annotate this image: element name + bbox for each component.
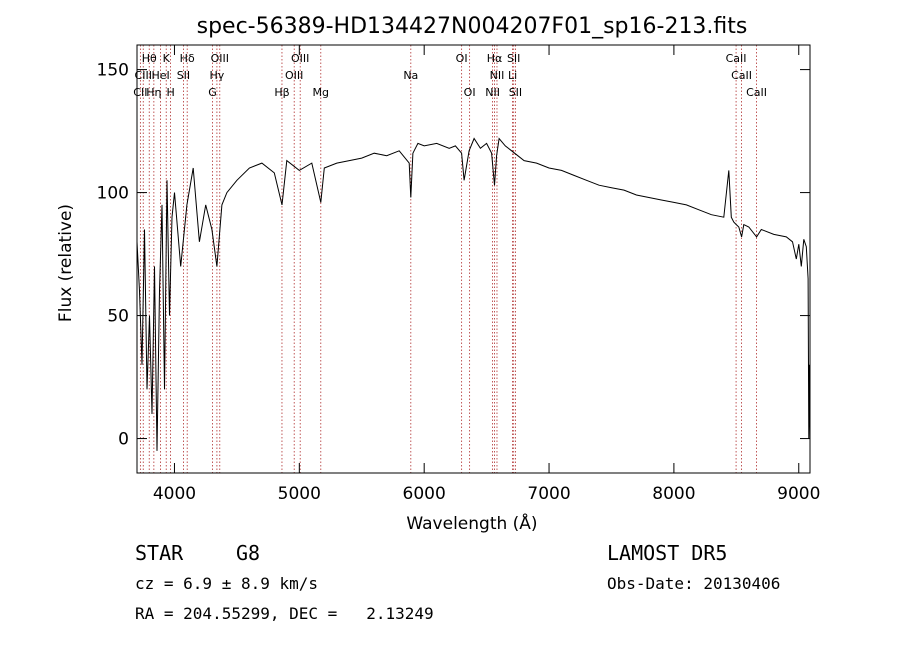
redshift-cz: cz = 6.9 ± 8.9 km/s: [135, 574, 319, 593]
spectral-line-label: CaII: [726, 52, 747, 65]
object-subclass: G8: [236, 541, 261, 565]
spectral-line-label: Hγ: [210, 69, 225, 82]
spectral-line-label: OIII: [285, 69, 303, 82]
x-axis-ticks: 4000 5000 6000 7000 8000 9000: [153, 45, 820, 504]
spectral-line-label: CaII: [746, 86, 767, 99]
y-tick-label: 0: [118, 430, 129, 450]
y-tick-label: 50: [107, 307, 129, 327]
survey-name: LAMOST DR5: [607, 541, 728, 565]
spectral-lines: [139, 45, 757, 473]
x-tick-label: 9000: [777, 484, 820, 504]
spectral-line-label: Mg: [313, 86, 329, 99]
spectral-line-label: CIII: [135, 69, 152, 82]
spectral-line-label: OIII: [211, 52, 229, 65]
spectral-line-label: CaII: [731, 69, 752, 82]
spectral-line-label: OIII: [291, 52, 309, 65]
spectral-line-label: NII: [485, 86, 500, 99]
spectral-line-label: K: [163, 52, 171, 65]
object-class: STAR: [135, 541, 184, 565]
spectral-line-label: H: [166, 86, 174, 99]
chart-title: spec-56389-HD134427N004207F01_sp16-213.f…: [197, 14, 748, 39]
spectral-line-label: SII: [507, 52, 520, 65]
spectrum-series-line: [136, 137, 811, 451]
spectral-line-label: SII: [509, 86, 522, 99]
spectral-line-label: Li: [508, 69, 517, 82]
spectral-line-labels: Hθ K Hδ OIII OIII OI Hα SII CaII CIII HeI SII Hγ OIII…: [133, 52, 767, 99]
spectral-line-label: G: [208, 86, 217, 99]
spectral-line-label: OI: [456, 52, 468, 65]
spectral-line-label: SII: [177, 69, 190, 82]
x-tick-label: 5000: [278, 484, 321, 504]
x-tick-label: 6000: [403, 484, 446, 504]
x-tick-label: 8000: [652, 484, 695, 504]
spectral-line-label: Na: [403, 69, 418, 82]
x-tick-label: 4000: [153, 484, 196, 504]
spectral-line-label: Hη: [146, 86, 161, 99]
x-axis-label: Wavelength (Å): [406, 512, 537, 534]
spectral-line-label: Hβ: [274, 86, 289, 99]
y-tick-label: 150: [97, 61, 129, 81]
obs-date: Obs-Date: 20130406: [607, 574, 781, 593]
x-tick-label: 7000: [527, 484, 570, 504]
y-axis-ticks: 0 50 100 150: [97, 61, 810, 450]
plot-frame: [136, 44, 811, 474]
y-axis-label: Flux (relative): [56, 204, 76, 322]
spectral-line-label: HeI: [151, 69, 169, 82]
y-tick-label: 100: [97, 184, 129, 204]
spectral-line-label: Hα: [487, 52, 503, 65]
coordinates: RA = 204.55299, DEC = 2.13249: [135, 604, 434, 623]
spectral-line-label: NII: [490, 69, 505, 82]
spectral-line-label: Hθ: [142, 52, 157, 65]
spectral-line-label: Hδ: [180, 52, 195, 65]
spectral-line-label: OI: [464, 86, 476, 99]
